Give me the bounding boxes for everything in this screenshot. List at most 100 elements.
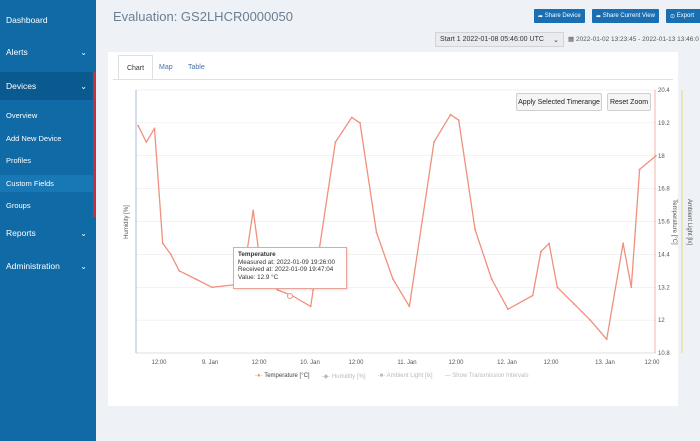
data-point [375, 231, 378, 234]
legend-label: Humidity [%] [331, 374, 366, 380]
y-axis-title-far-right: Ambient Light [lx] [686, 199, 692, 245]
data-point [605, 338, 608, 341]
hover-marker [287, 293, 293, 299]
tooltip-measured: Measured at: 2022-01-09 19:26:00 [238, 258, 335, 266]
sidebar-item-label: Reports [6, 228, 36, 238]
export-icon: ⊙ [670, 13, 677, 20]
data-point [556, 286, 559, 289]
apply-timerange-button[interactable]: Apply Selected Timerange [516, 93, 602, 111]
legend-marker-icon: -●- [255, 373, 263, 379]
sidebar-item-label: Alerts [6, 47, 28, 57]
y-axis-title-right: Temperature [°C] [671, 199, 677, 245]
legend-item-transmission[interactable]: — Show Transmission Intervals [445, 373, 529, 380]
x-tick-label: 12. Jan [497, 360, 517, 366]
data-point [252, 209, 255, 212]
data-point [531, 294, 534, 297]
data-point [474, 228, 477, 231]
data-point [408, 305, 411, 308]
data-point [392, 278, 394, 280]
legend-marker-icon: -◆- [321, 374, 331, 380]
tab-divider [113, 79, 673, 80]
legend-item-humidity[interactable]: -◆- Humidity [%] [322, 373, 366, 380]
tooltip-value: Value: 12.9 °C [238, 273, 279, 281]
data-point [622, 242, 625, 245]
button-label: Share Device [544, 13, 581, 19]
chevron-down-icon: ⌄ [80, 261, 87, 271]
series-line-temperature [137, 114, 657, 340]
x-tick-label: 12:00 [448, 360, 464, 366]
sidebar-subitem-custom-fields[interactable]: Custom Fields [0, 175, 96, 192]
y-tick-label: 18 [658, 154, 665, 160]
sidebar-item-reports[interactable]: Reports ⌄ [0, 225, 96, 241]
data-point [457, 119, 460, 122]
page-title: Evaluation: GS2LHCR0000050 [113, 9, 293, 24]
data-point [630, 286, 633, 289]
sidebar-subitem-add-device[interactable]: Add New Device [0, 131, 96, 146]
chevron-down-icon: ⌄ [80, 81, 87, 91]
chart-tooltip: Temperature Measured at: 2022-01-09 19:2… [233, 247, 347, 289]
data-point [350, 116, 353, 119]
share-icon: ➦ [596, 13, 603, 20]
tooltip-title: Temperature [238, 251, 276, 258]
y-tick-label: 13.2 [658, 285, 670, 291]
data-point [161, 242, 164, 245]
active-indicator [93, 72, 96, 217]
y-tick-label: 12 [658, 318, 665, 324]
x-tick-label: 12:00 [348, 360, 364, 366]
chevron-down-icon: ⌄ [553, 36, 559, 44]
data-point [655, 154, 657, 157]
data-point [145, 141, 148, 143]
date-range[interactable]: ▦ 2022-01-02 13:23:45 - 2022-01-13 13:46… [568, 35, 699, 43]
calendar-icon: ▦ [568, 36, 576, 43]
sidebar-item-dashboard[interactable]: Dashboard [0, 12, 96, 28]
sidebar-subitem-label: Add New Device [6, 134, 62, 143]
tab-chart[interactable]: Chart [118, 55, 153, 80]
data-point [359, 121, 361, 124]
sidebar-subitem-label: Overview [6, 111, 38, 120]
x-tick-label: 12:00 [543, 360, 559, 366]
data-point [137, 124, 139, 127]
y-tick-label: 16.8 [658, 187, 670, 193]
x-tick-label: 13. Jan [595, 360, 615, 366]
x-tick-label: 9. Jan [202, 360, 218, 366]
data-point [589, 319, 592, 322]
tab-table[interactable]: Table [188, 64, 205, 71]
x-tick-label: 12:00 [151, 360, 167, 366]
data-point [334, 141, 337, 143]
data-point [153, 127, 156, 130]
export-button[interactable]: ⊙ Export [666, 9, 700, 23]
share-view-button[interactable]: ➦ Share Current View [592, 9, 659, 23]
data-point [170, 253, 172, 256]
reset-zoom-button[interactable]: Reset Zoom [607, 93, 651, 111]
legend-marker-icon: -■- [377, 373, 386, 379]
sidebar-item-devices[interactable]: Devices ⌄ [0, 72, 96, 100]
share-device-button[interactable]: ➦ Share Device [534, 9, 585, 23]
x-tick-label: 12:00 [644, 360, 660, 366]
sidebar-item-alerts[interactable]: Alerts ⌄ [0, 44, 96, 60]
data-point [194, 278, 197, 280]
data-point [638, 168, 641, 171]
start-select[interactable]: Start 1 2022-01-08 05:46:00 UTC ⌄ [435, 32, 564, 47]
legend-item-temperature[interactable]: -●- Temperature [°C] [255, 373, 310, 380]
sidebar-subitem-label: Custom Fields [6, 179, 54, 188]
share-icon: ➦ [538, 13, 545, 20]
data-point [309, 305, 312, 308]
tab-map[interactable]: Map [159, 64, 173, 71]
sidebar-subitem-overview[interactable]: Overview [0, 108, 96, 123]
button-label: Export [676, 13, 695, 19]
sidebar-subitem-profiles[interactable]: Profiles [0, 153, 96, 168]
sidebar-item-label: Administration [6, 261, 60, 271]
data-point [178, 269, 181, 272]
y-tick-label: 10.8 [658, 351, 670, 357]
sidebar-item-label: Devices [6, 81, 37, 91]
data-point [572, 302, 575, 305]
x-tick-label: 11. Jan [397, 360, 416, 366]
data-point [449, 113, 452, 116]
sidebar-item-administration[interactable]: Administration ⌄ [0, 258, 96, 274]
legend-item-ambient-light[interactable]: -■- Ambient Light [lx] [378, 373, 433, 380]
x-tick-label: 12:00 [251, 360, 267, 366]
data-point [211, 286, 213, 289]
sidebar-subitem-groups[interactable]: Groups [0, 198, 96, 213]
data-point [540, 250, 542, 253]
